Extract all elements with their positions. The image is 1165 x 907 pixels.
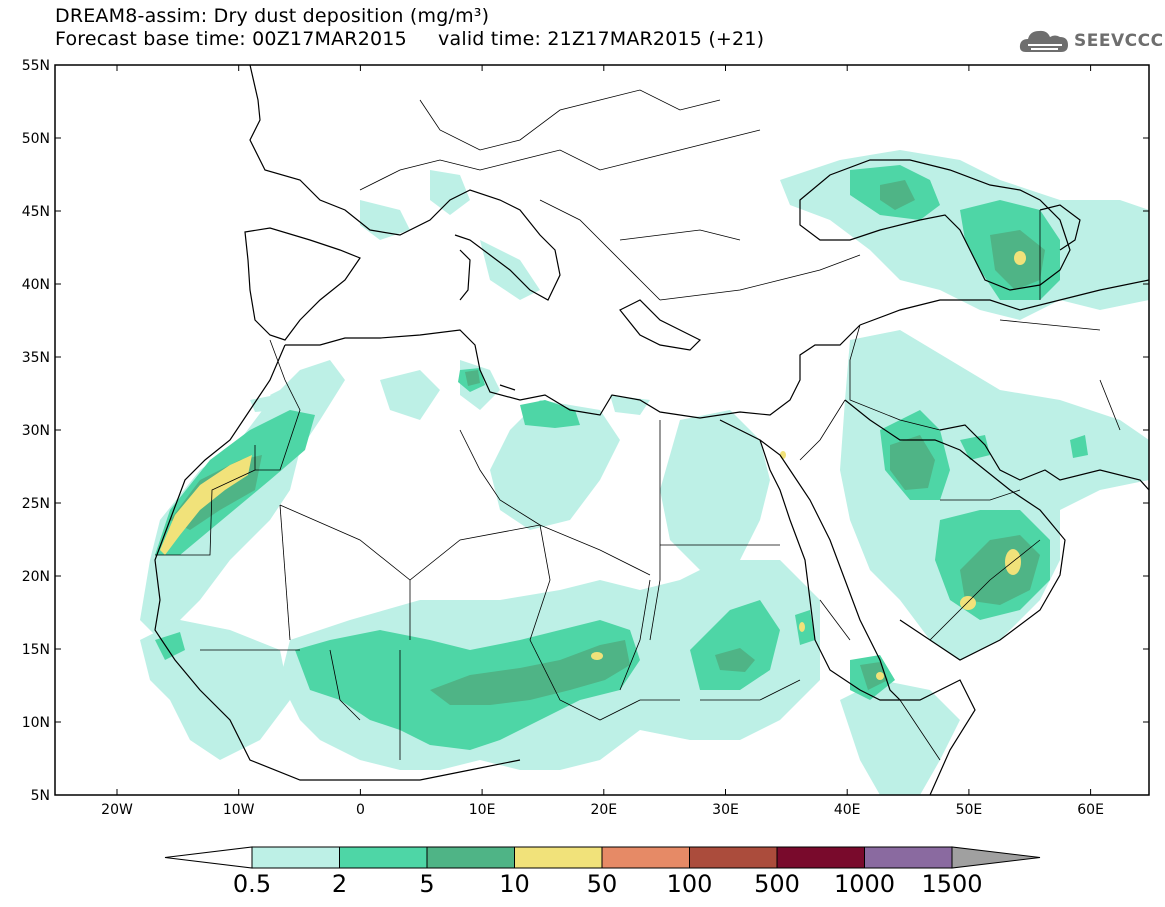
colorbar (164, 846, 1041, 869)
colorbar-segment (339, 846, 428, 869)
colorbar-label: 0.5 (232, 870, 272, 898)
colorbar-segment (689, 846, 778, 869)
lon-tick-label: 50E (956, 802, 983, 818)
lat-tick-label: 15N (22, 642, 50, 658)
lon-tick-label: 0 (356, 802, 365, 818)
lat-tick-label: 30N (22, 423, 50, 439)
colorbar-segment (864, 846, 953, 869)
axis-ticks: 55N 50N 45N 40N 35N 30N 25N 20N 15N 10N 5N 20W 10W 0 1… (22, 58, 1149, 818)
map-subtitle: Forecast base time: 00Z17MAR2015 valid t… (55, 28, 765, 50)
lat-tick-label: 20N (22, 569, 50, 585)
dust-deposition-contours (140, 65, 1149, 795)
logo-text: SEEVCCC (1074, 31, 1164, 51)
lat-tick-label: 10N (22, 715, 50, 731)
lat-tick-label: 40N (22, 277, 50, 293)
lon-tick-label: 20E (590, 802, 617, 818)
colorbar-min-arrow (164, 846, 253, 869)
lon-tick-label: 10E (469, 802, 496, 818)
colorbar-label: 5 (419, 870, 435, 898)
lon-tick-label: 60E (1077, 802, 1104, 818)
colorbar-label: 1000 (833, 870, 896, 898)
colorbar-label: 1500 (921, 870, 983, 898)
lat-tick-label: 50N (22, 131, 50, 147)
cloud-icon (1019, 30, 1068, 52)
colorbar-label: 50 (586, 870, 618, 898)
lat-tick-label: 25N (22, 496, 50, 512)
lat-tick-label: 5N (31, 788, 50, 804)
lon-tick-label: 40E (834, 802, 861, 818)
lon-tick-label: 10W (223, 802, 255, 818)
colorbar-segment (601, 846, 690, 869)
colorbar-segment (776, 846, 865, 869)
colorbar-segment (426, 846, 515, 869)
colorbar-label: 10 (499, 870, 530, 898)
colorbar-max-arrow (951, 846, 1041, 869)
seevccc-logo: SEEVCCC (1018, 24, 1163, 60)
colorbar-segment (514, 846, 603, 869)
colorbar-label: 500 (754, 870, 800, 898)
colorbar-segment (251, 846, 340, 869)
lat-tick-label: 45N (22, 204, 50, 220)
lat-tick-label: 55N (22, 58, 50, 74)
lon-tick-label: 30E (712, 802, 739, 818)
lat-tick-label: 35N (22, 350, 50, 366)
colorbar-label: 2 (331, 870, 348, 898)
map-title: DREAM8-assim: Dry dust deposition (mg/m³… (55, 5, 490, 27)
lon-tick-label: 20W (101, 802, 133, 818)
colorbar-label: 100 (666, 870, 713, 898)
